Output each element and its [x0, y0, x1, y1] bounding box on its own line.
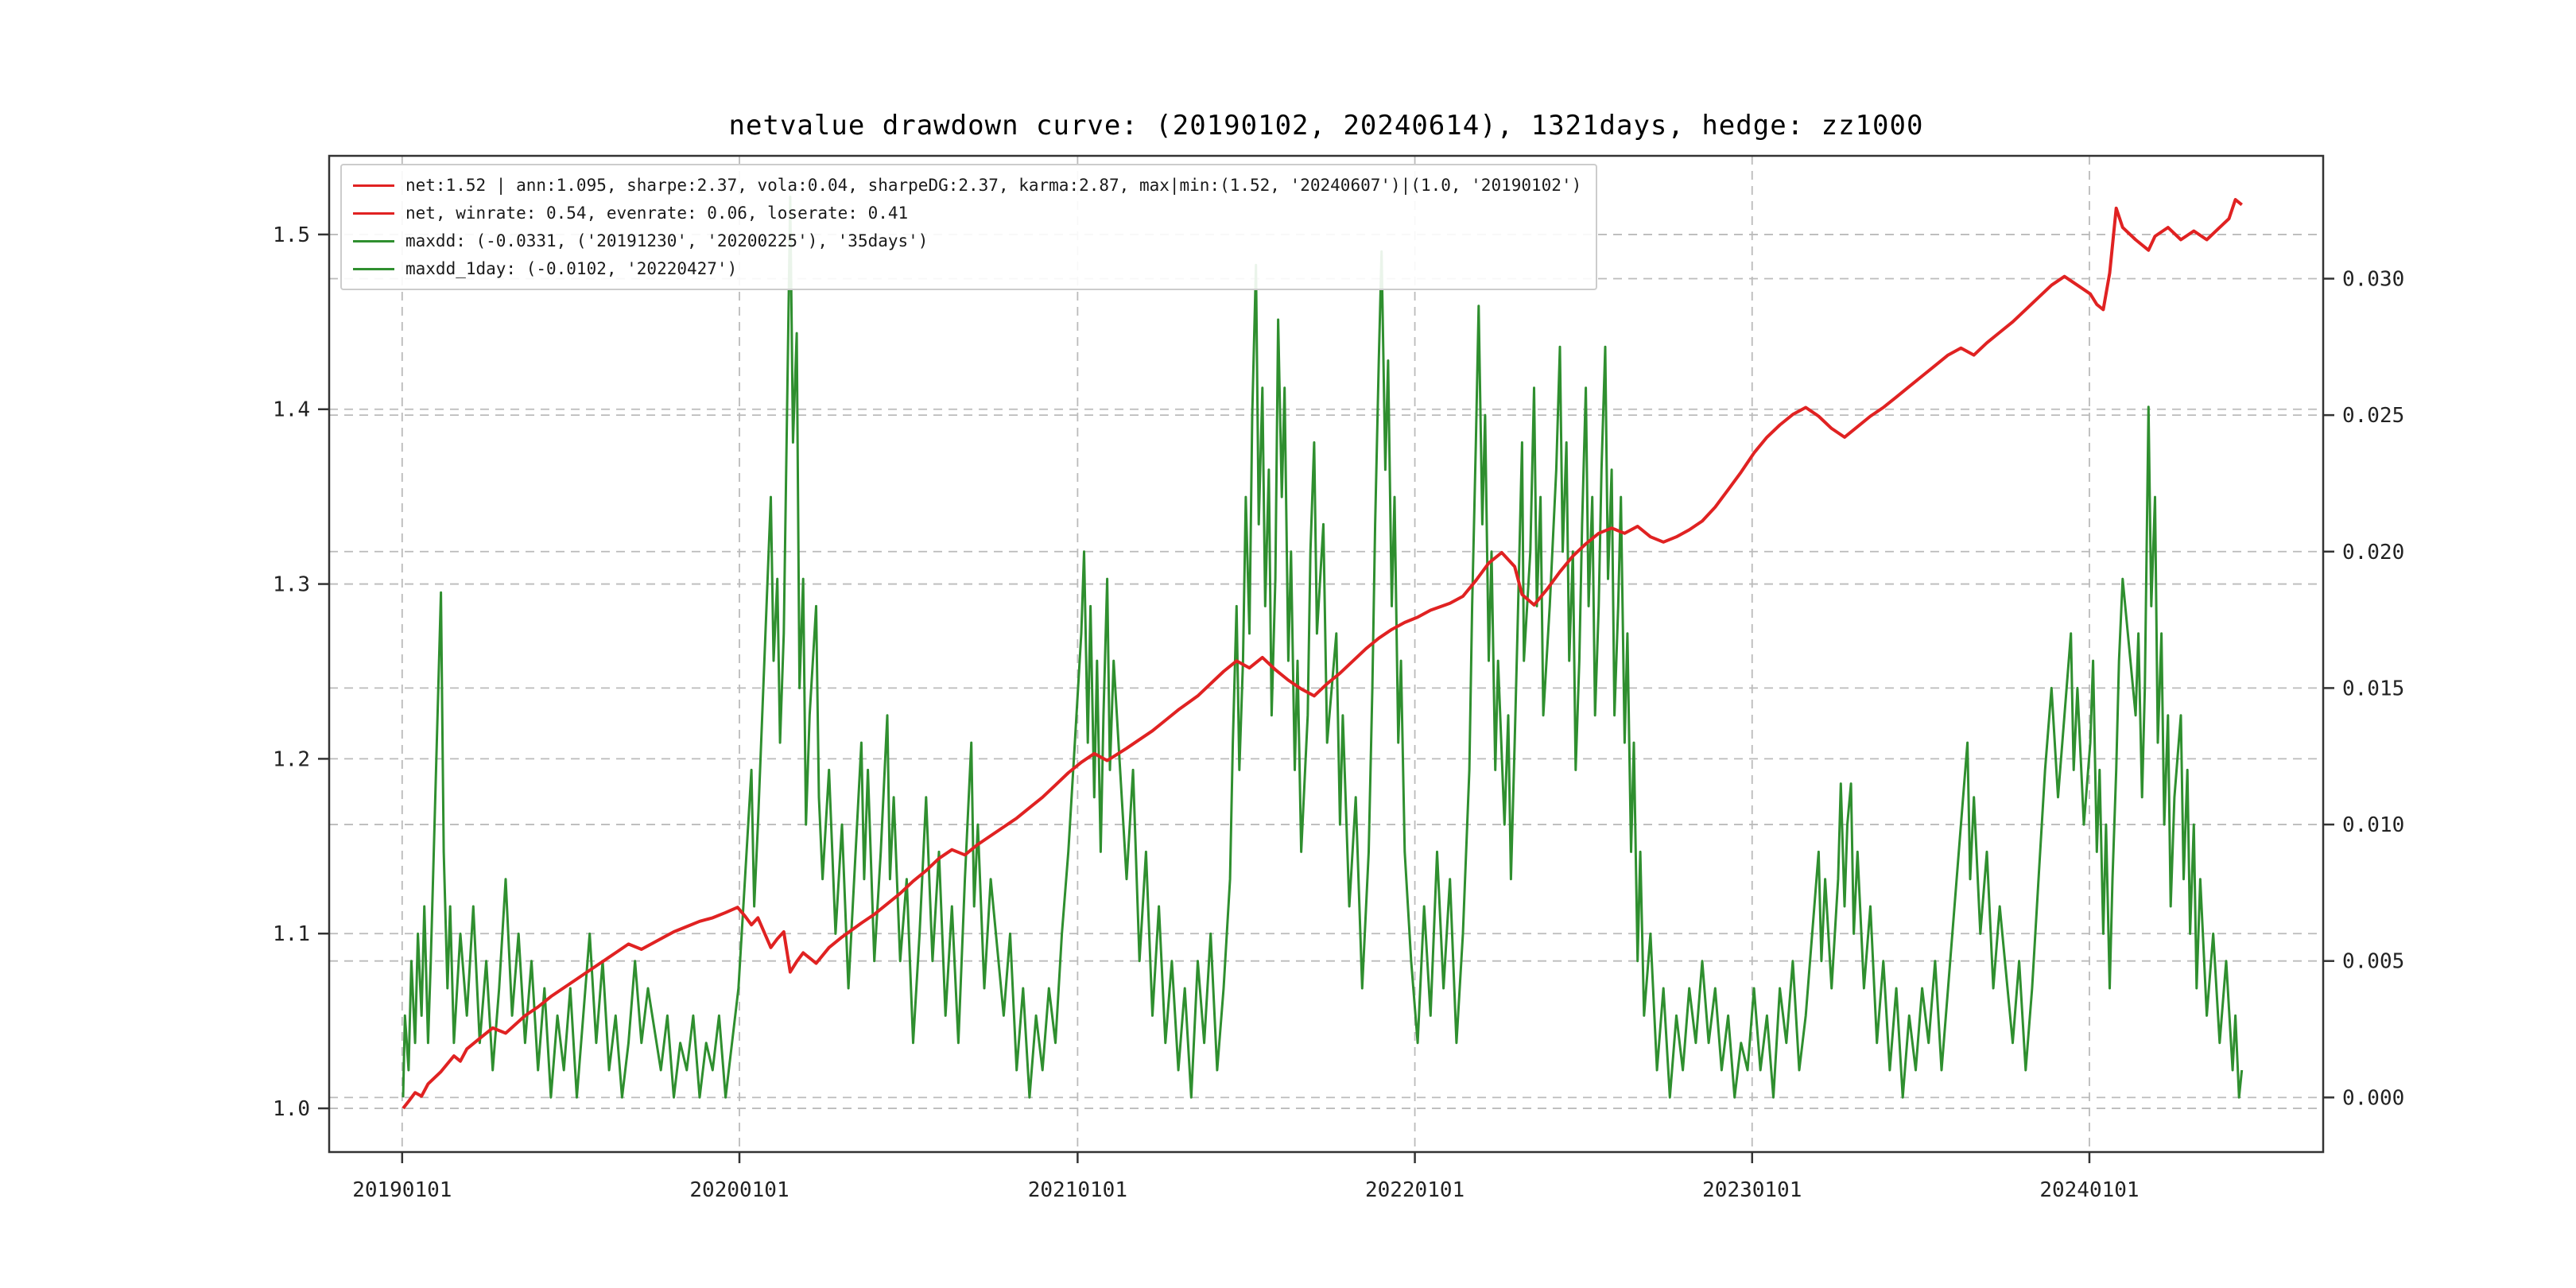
legend-entry: net, winrate: 0.54, evenrate: 0.06, lose…	[353, 201, 1581, 225]
right-axis-tick-label: 0.000	[2342, 1086, 2404, 1110]
left-axis-tick-label: 1.4	[273, 398, 310, 422]
legend-entry: maxdd: (-0.0331, ('20191230', '20200225'…	[353, 229, 1581, 253]
left-axis-tick-label: 1.2	[273, 747, 310, 771]
right-axis-tick-label: 0.025	[2342, 404, 2404, 428]
right-axis-tick-label: 0.010	[2342, 813, 2404, 837]
net-line	[402, 198, 2243, 1110]
x-axis-tick-label: 20210101	[1028, 1178, 1127, 1202]
x-axis-tick-label: 20190101	[352, 1178, 452, 1202]
left-axis-tick-label: 1.1	[273, 922, 310, 946]
legend-line-swatch	[353, 267, 394, 270]
plot-border	[328, 154, 2325, 1154]
x-axis-tick-label: 20200101	[689, 1178, 789, 1202]
legend-line-swatch	[353, 184, 394, 187]
right-axis-tick-label: 0.030	[2342, 267, 2404, 291]
legend-entry-label: net:1.52 | ann:1.095, sharpe:2.37, vola:…	[405, 176, 1582, 195]
right-axis-tick-label: 0.005	[2342, 950, 2404, 974]
legend-line-swatch	[353, 211, 394, 215]
legend-entry-label: net, winrate: 0.54, evenrate: 0.06, lose…	[405, 204, 909, 223]
legend-entry-label: maxdd_1day: (-0.0102, '20220427')	[405, 259, 738, 278]
chart-legend: net:1.52 | ann:1.095, sharpe:2.37, vola:…	[340, 164, 1598, 290]
legend-line-swatch	[353, 239, 394, 242]
legend-entry-label: maxdd: (-0.0331, ('20191230', '20200225'…	[405, 231, 929, 250]
left-axis-tick-label: 1.3	[273, 573, 310, 597]
legend-entry: net:1.52 | ann:1.095, sharpe:2.37, vola:…	[353, 173, 1581, 197]
legend-entry: maxdd_1day: (-0.0102, '20220427')	[353, 257, 1581, 281]
chart-title: netvalue drawdown curve: (20190102, 2024…	[728, 110, 1924, 142]
x-axis-tick-label: 20230101	[1702, 1178, 1802, 1202]
drawdown-line	[402, 196, 2244, 1099]
right-axis-tick-label: 0.020	[2342, 541, 2404, 564]
left-axis-tick-label: 1.5	[273, 223, 310, 247]
right-axis-tick-label: 0.015	[2342, 677, 2404, 700]
x-axis-tick-label: 20220101	[1365, 1178, 1465, 1202]
x-axis-tick-label: 20240101	[2039, 1178, 2139, 1202]
left-axis-tick-label: 1.0	[273, 1097, 310, 1121]
